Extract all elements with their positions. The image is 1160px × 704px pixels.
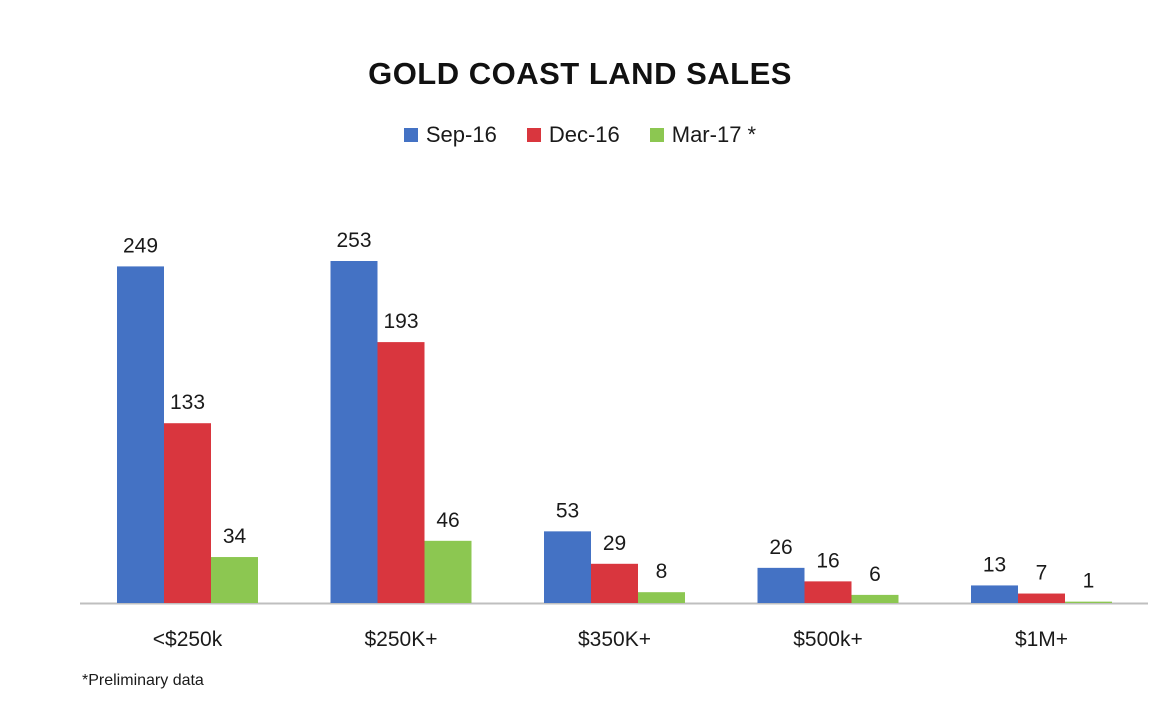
legend-item-sep-16: Sep-16	[403, 122, 497, 148]
value-label-dec-16-500k: 16	[816, 549, 839, 572]
value-label-dec-16-250k: 133	[170, 391, 205, 414]
footnote: *Preliminary data	[82, 672, 204, 689]
value-label-sep-16-350k: 53	[556, 499, 579, 522]
value-label-sep-16-500k: 26	[769, 536, 792, 559]
x-tick-label-500k: $500k+	[793, 628, 862, 651]
value-label-mar-17-1m: 1	[1083, 570, 1095, 593]
bar-sep-16-250k	[117, 266, 164, 603]
bar-mar-17-250k	[211, 557, 258, 603]
bar-mar-17-500k	[851, 594, 899, 603]
x-tick-label-250k: $250K+	[365, 628, 438, 651]
legend-label-dec-16: Dec-16	[548, 122, 620, 147]
chart-title: GOLD COAST LAND SALES	[368, 56, 792, 91]
bar-sep-16-500k	[757, 567, 805, 603]
bar-dec-16-500k	[804, 581, 852, 603]
bar-dec-16-250k	[377, 342, 425, 603]
legend: Sep-16 Dec-16 Mar-17 *	[0, 122, 1160, 148]
bar-dec-16-1m	[1018, 593, 1065, 603]
value-label-dec-16-1m: 7	[1036, 562, 1048, 585]
bar-sep-16-250k	[330, 261, 378, 603]
legend-item-dec-16: Dec-16	[526, 122, 620, 148]
value-label-mar-17-250k: 46	[436, 509, 459, 532]
bar-sep-16-1m	[971, 585, 1018, 603]
legend-swatch-sep-16	[403, 128, 418, 142]
bar-mar-17-350k	[638, 592, 685, 603]
value-label-dec-16-250k: 193	[383, 310, 418, 333]
legend-swatch-dec-16	[526, 128, 541, 142]
value-label-dec-16-350k: 29	[603, 532, 626, 555]
value-label-mar-17-500k: 6	[869, 563, 881, 586]
x-tick-label-1m: $1M+	[1015, 628, 1068, 651]
legend-swatch-mar-17	[649, 128, 664, 142]
bar-mar-17-250k	[424, 540, 472, 603]
bar-sep-16-350k	[544, 531, 591, 603]
legend-label-sep-16: Sep-16	[425, 122, 497, 147]
legend-label-mar-17: Mar-17 *	[671, 122, 757, 147]
legend-item-mar-17: Mar-17 *	[649, 122, 757, 148]
x-tick-label-350k: $350K+	[578, 628, 651, 651]
value-label-mar-17-350k: 8	[656, 560, 668, 583]
value-label-sep-16-1m: 13	[983, 553, 1006, 576]
x-tick-label-250k: <$250k	[153, 628, 223, 651]
value-label-sep-16-250k: 253	[336, 229, 371, 252]
bar-dec-16-250k	[164, 423, 211, 603]
bar-mar-17-1m	[1065, 601, 1112, 603]
value-label-mar-17-250k: 34	[223, 525, 247, 548]
value-label-sep-16-250k: 249	[123, 234, 158, 257]
bar-dec-16-350k	[591, 563, 638, 603]
